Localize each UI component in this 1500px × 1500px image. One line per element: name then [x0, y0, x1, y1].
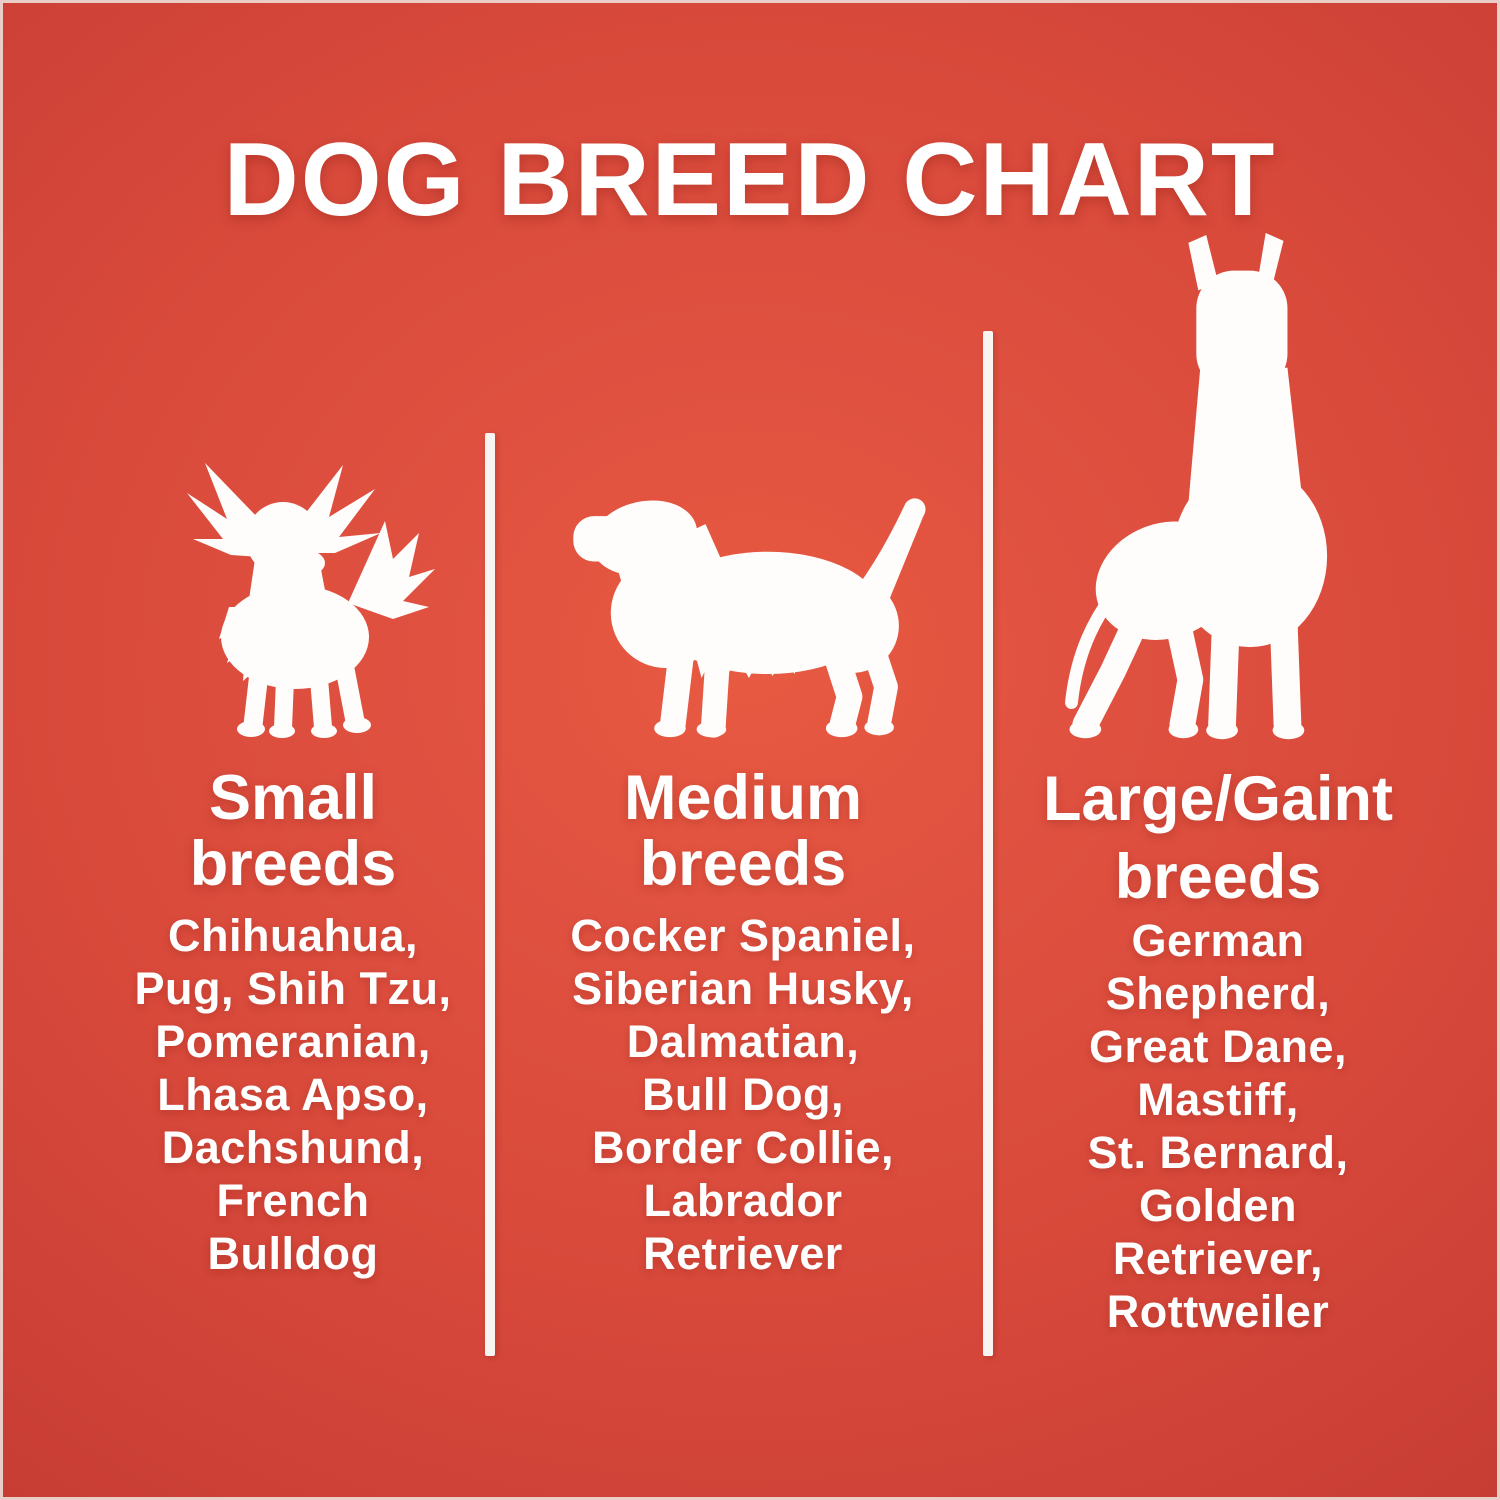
breed-line: Cocker Spaniel, — [570, 910, 916, 961]
breed-line: Pomeranian, — [155, 1016, 431, 1067]
column-heading: Medium breeds — [624, 765, 862, 897]
breed-list: Cocker Spaniel, Siberian Husky, Dalmatia… — [570, 909, 915, 1280]
breed-list: Chihuahua, Pug, Shih Tzu, Pomeranian, Lh… — [135, 909, 452, 1280]
breed-line: Siberian Husky, — [572, 963, 914, 1014]
breed-line: Bull Dog, — [642, 1069, 844, 1120]
breed-line: Bulldog — [207, 1228, 379, 1279]
breed-line: Pug, Shih Tzu, — [134, 963, 452, 1014]
heading-line: Large/Gaint — [1042, 764, 1394, 834]
breed-line: Dalmatian, — [626, 1016, 860, 1067]
column-heading: Large/Gaint breeds — [1043, 766, 1393, 910]
breed-line: French — [216, 1175, 370, 1226]
breed-line: Labrador — [643, 1175, 843, 1226]
column-divider — [983, 331, 993, 1356]
heading-line: breeds — [1114, 842, 1322, 912]
breed-line: Dachshund, — [161, 1122, 425, 1173]
breed-line: Rottweiler — [1106, 1286, 1330, 1337]
papillon-dog-icon — [187, 463, 435, 738]
great-dane-dog-icon — [1065, 232, 1328, 740]
heading-line: breeds — [189, 829, 397, 899]
breed-line: Chihuahua, — [168, 910, 418, 961]
column-divider — [485, 433, 495, 1356]
column-heading: Small breeds — [190, 765, 397, 897]
breed-line: Great Dane, — [1088, 1021, 1348, 1072]
breed-line: German — [1131, 915, 1305, 966]
page-title: DOG BREED CHART — [223, 122, 1277, 238]
breed-line: St. Bernard, — [1087, 1127, 1349, 1178]
breed-line: Mastiff, — [1137, 1074, 1299, 1125]
breed-line: Golden — [1139, 1180, 1297, 1231]
column-medium-breeds: Medium breeds Cocker Spaniel, Siberian H… — [518, 3, 968, 1497]
heading-line: Medium — [623, 763, 862, 833]
heading-line: breeds — [639, 829, 847, 899]
breed-line: Retriever — [643, 1228, 843, 1279]
column-large-breeds: Large/Gaint breeds German Shepherd, Grea… — [998, 3, 1438, 1497]
breed-line: Retriever, — [1112, 1233, 1324, 1284]
column-small-breeds: Small breeds Chihuahua, Pug, Shih Tzu, P… — [63, 3, 523, 1497]
breed-line: Shepherd, — [1105, 968, 1331, 1019]
breed-line: Border Collie, — [591, 1122, 895, 1173]
retriever-dog-icon — [573, 498, 926, 738]
heading-line: Small — [208, 763, 378, 833]
breed-line: Lhasa Apso, — [157, 1069, 429, 1120]
breed-list: German Shepherd, Great Dane, Mastiff, St… — [1087, 914, 1348, 1338]
